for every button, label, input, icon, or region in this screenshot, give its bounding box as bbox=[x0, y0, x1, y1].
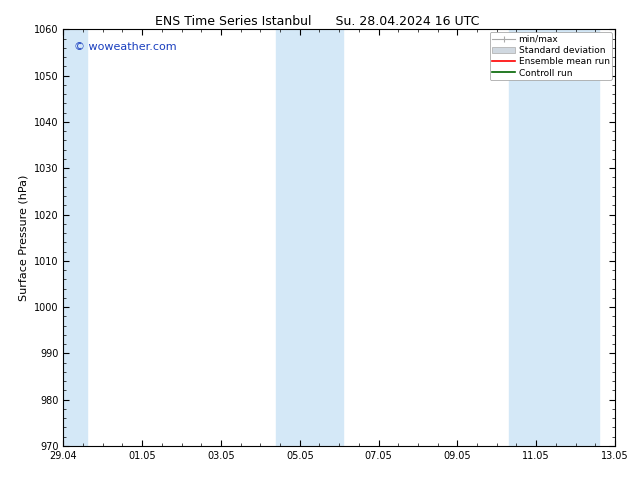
Bar bbox=[276, 29, 343, 446]
Y-axis label: Surface Pressure (hPa): Surface Pressure (hPa) bbox=[18, 174, 29, 301]
Legend: min/max, Standard deviation, Ensemble mean run, Controll run: min/max, Standard deviation, Ensemble me… bbox=[489, 32, 612, 80]
Text: © woweather.com: © woweather.com bbox=[74, 42, 177, 52]
Text: ENS Time Series Istanbul      Su. 28.04.2024 16 UTC: ENS Time Series Istanbul Su. 28.04.2024 … bbox=[155, 15, 479, 28]
Bar bbox=[61, 29, 87, 446]
Bar bbox=[508, 29, 599, 446]
